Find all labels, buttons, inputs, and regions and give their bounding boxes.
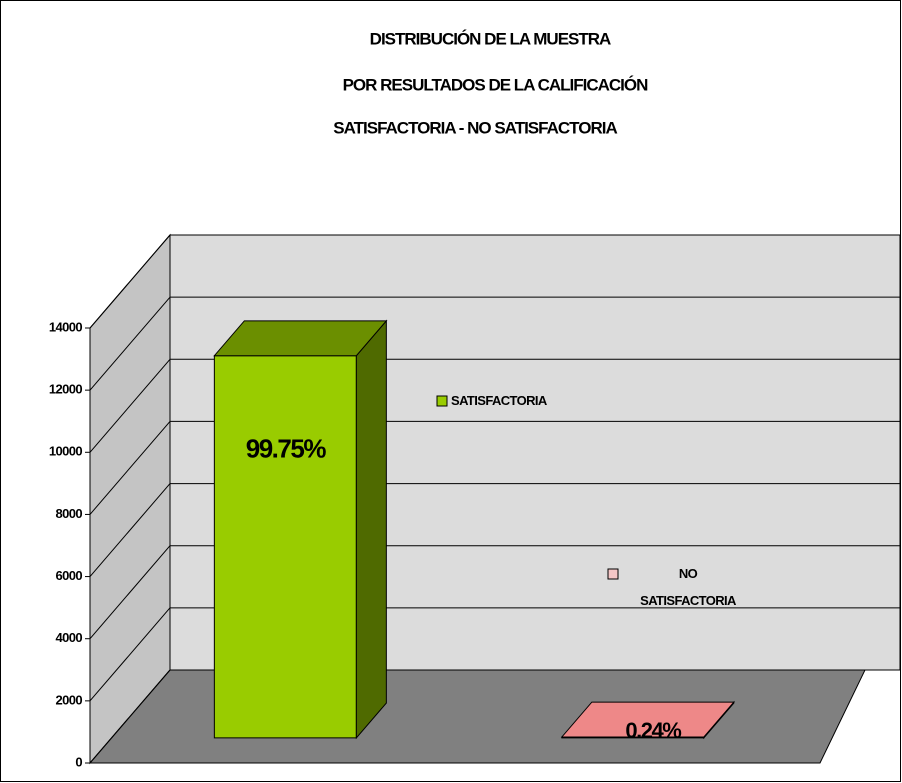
data-label: 0.24% <box>625 718 681 743</box>
grid-line <box>89 234 171 329</box>
grid-line <box>89 421 171 515</box>
chart-title: POR RESULTADOS DE LA CALIFICACIÓN <box>343 75 649 94</box>
y-tick-label: 2000 <box>55 692 82 707</box>
grid-line <box>89 545 171 640</box>
bar <box>213 319 388 740</box>
bar-top <box>560 701 735 738</box>
legend-label: NO SATISFACTORIA <box>640 566 736 608</box>
floor <box>88 669 866 764</box>
y-tick-label: 8000 <box>55 506 82 521</box>
y-tick-label: 12000 <box>49 382 83 397</box>
y-tick-label: 14000 <box>49 319 83 334</box>
legend-swatch <box>436 395 448 407</box>
bar-top <box>213 320 388 357</box>
legend-swatch <box>607 568 619 580</box>
grid-line <box>89 483 171 577</box>
y-tick-label: 6000 <box>55 568 82 583</box>
bar-front <box>213 355 357 739</box>
grid-line <box>89 607 171 702</box>
grid-line <box>89 669 171 764</box>
grid-line <box>89 296 171 391</box>
y-tick-label: 0 <box>75 754 82 769</box>
data-label: 99.75% <box>246 434 327 464</box>
chart-title: DISTRIBUCIÓN DE LA MUESTRA <box>370 29 611 48</box>
chart-title: SATISFACTORIA - NO SATISFACTORIA <box>333 118 617 137</box>
bar <box>560 700 735 740</box>
legend-label: SATISFACTORIA <box>451 393 547 408</box>
bar-side <box>355 319 387 740</box>
grid-line <box>89 358 171 453</box>
y-tick-label: 4000 <box>55 630 82 645</box>
y-tick-label: 10000 <box>49 444 83 459</box>
